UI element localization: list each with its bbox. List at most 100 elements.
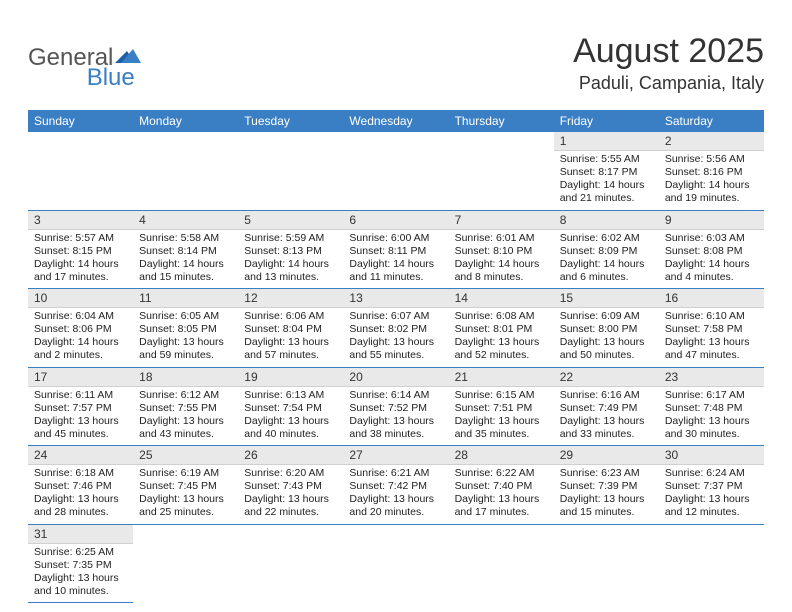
day-details: Sunrise: 6:20 AMSunset: 7:43 PMDaylight:… [238, 465, 343, 524]
day-number: 31 [28, 525, 133, 544]
day-details: Sunrise: 6:15 AMSunset: 7:51 PMDaylight:… [449, 387, 554, 446]
daylight-line: Daylight: 13 hours and 47 minutes. [665, 336, 758, 362]
sunset-line: Sunset: 7:43 PM [244, 480, 337, 493]
calendar-cell: 25Sunrise: 6:19 AMSunset: 7:45 PMDayligh… [133, 446, 238, 525]
day-number: 13 [343, 289, 448, 308]
sunrise-line: Sunrise: 6:20 AM [244, 467, 337, 480]
sunset-line: Sunset: 8:05 PM [139, 323, 232, 336]
day-details: Sunrise: 6:14 AMSunset: 7:52 PMDaylight:… [343, 387, 448, 446]
daylight-line: Daylight: 14 hours and 21 minutes. [560, 179, 653, 205]
daylight-line: Daylight: 13 hours and 50 minutes. [560, 336, 653, 362]
daylight-line: Daylight: 13 hours and 15 minutes. [560, 493, 653, 519]
daylight-line: Daylight: 13 hours and 57 minutes. [244, 336, 337, 362]
sunrise-line: Sunrise: 6:05 AM [139, 310, 232, 323]
sunrise-line: Sunrise: 6:08 AM [455, 310, 548, 323]
sunset-line: Sunset: 7:51 PM [455, 402, 548, 415]
sunrise-line: Sunrise: 6:19 AM [139, 467, 232, 480]
calendar-row: 17Sunrise: 6:11 AMSunset: 7:57 PMDayligh… [28, 367, 764, 446]
sunset-line: Sunset: 8:15 PM [34, 245, 127, 258]
title-block: August 2025 Paduli, Campania, Italy [573, 32, 764, 94]
sunrise-line: Sunrise: 6:21 AM [349, 467, 442, 480]
calendar-row: 3Sunrise: 5:57 AMSunset: 8:15 PMDaylight… [28, 210, 764, 289]
day-details: Sunrise: 6:01 AMSunset: 8:10 PMDaylight:… [449, 230, 554, 289]
calendar-cell [238, 132, 343, 210]
calendar-cell: 14Sunrise: 6:08 AMSunset: 8:01 PMDayligh… [449, 289, 554, 368]
calendar-cell: 17Sunrise: 6:11 AMSunset: 7:57 PMDayligh… [28, 367, 133, 446]
day-number: 9 [659, 211, 764, 230]
sunset-line: Sunset: 7:55 PM [139, 402, 232, 415]
sunset-line: Sunset: 8:16 PM [665, 166, 758, 179]
sunset-line: Sunset: 8:17 PM [560, 166, 653, 179]
calendar-cell: 16Sunrise: 6:10 AMSunset: 7:58 PMDayligh… [659, 289, 764, 368]
daylight-line: Daylight: 14 hours and 13 minutes. [244, 258, 337, 284]
calendar-cell: 18Sunrise: 6:12 AMSunset: 7:55 PMDayligh… [133, 367, 238, 446]
day-number: 23 [659, 368, 764, 387]
weekday-header: Tuesday [238, 110, 343, 132]
day-number: 28 [449, 446, 554, 465]
calendar-cell [449, 524, 554, 603]
calendar-cell: 30Sunrise: 6:24 AMSunset: 7:37 PMDayligh… [659, 446, 764, 525]
weekday-header: Monday [133, 110, 238, 132]
calendar-cell: 19Sunrise: 6:13 AMSunset: 7:54 PMDayligh… [238, 367, 343, 446]
location: Paduli, Campania, Italy [573, 73, 764, 94]
sunrise-line: Sunrise: 6:12 AM [139, 389, 232, 402]
day-details: Sunrise: 6:10 AMSunset: 7:58 PMDaylight:… [659, 308, 764, 367]
calendar-cell: 5Sunrise: 5:59 AMSunset: 8:13 PMDaylight… [238, 210, 343, 289]
sunset-line: Sunset: 8:09 PM [560, 245, 653, 258]
day-number: 19 [238, 368, 343, 387]
sunset-line: Sunset: 7:48 PM [665, 402, 758, 415]
calendar-cell: 20Sunrise: 6:14 AMSunset: 7:52 PMDayligh… [343, 367, 448, 446]
day-details: Sunrise: 6:06 AMSunset: 8:04 PMDaylight:… [238, 308, 343, 367]
daylight-line: Daylight: 13 hours and 35 minutes. [455, 415, 548, 441]
sunset-line: Sunset: 7:46 PM [34, 480, 127, 493]
daylight-line: Daylight: 13 hours and 52 minutes. [455, 336, 548, 362]
day-number: 30 [659, 446, 764, 465]
sunrise-line: Sunrise: 5:55 AM [560, 153, 653, 166]
calendar-cell: 12Sunrise: 6:06 AMSunset: 8:04 PMDayligh… [238, 289, 343, 368]
calendar-cell [238, 524, 343, 603]
month-title: August 2025 [573, 32, 764, 71]
day-number: 7 [449, 211, 554, 230]
sunset-line: Sunset: 7:40 PM [455, 480, 548, 493]
daylight-line: Daylight: 13 hours and 28 minutes. [34, 493, 127, 519]
calendar-cell: 11Sunrise: 6:05 AMSunset: 8:05 PMDayligh… [133, 289, 238, 368]
sunset-line: Sunset: 8:14 PM [139, 245, 232, 258]
day-details: Sunrise: 6:07 AMSunset: 8:02 PMDaylight:… [343, 308, 448, 367]
day-details: Sunrise: 5:57 AMSunset: 8:15 PMDaylight:… [28, 230, 133, 289]
sunrise-line: Sunrise: 6:11 AM [34, 389, 127, 402]
logo-text-2: Blue [87, 64, 135, 92]
weekday-header: Saturday [659, 110, 764, 132]
sunrise-line: Sunrise: 6:18 AM [34, 467, 127, 480]
day-number: 17 [28, 368, 133, 387]
calendar-cell: 9Sunrise: 6:03 AMSunset: 8:08 PMDaylight… [659, 210, 764, 289]
day-number: 21 [449, 368, 554, 387]
daylight-line: Daylight: 13 hours and 43 minutes. [139, 415, 232, 441]
calendar-body: 1Sunrise: 5:55 AMSunset: 8:17 PMDaylight… [28, 132, 764, 603]
day-number: 22 [554, 368, 659, 387]
daylight-line: Daylight: 14 hours and 4 minutes. [665, 258, 758, 284]
day-details: Sunrise: 6:03 AMSunset: 8:08 PMDaylight:… [659, 230, 764, 289]
sunset-line: Sunset: 7:54 PM [244, 402, 337, 415]
calendar-cell [659, 524, 764, 603]
sunset-line: Sunset: 7:35 PM [34, 559, 127, 572]
sunset-line: Sunset: 7:45 PM [139, 480, 232, 493]
calendar-cell: 6Sunrise: 6:00 AMSunset: 8:11 PMDaylight… [343, 210, 448, 289]
sunset-line: Sunset: 7:57 PM [34, 402, 127, 415]
calendar-cell: 31Sunrise: 6:25 AMSunset: 7:35 PMDayligh… [28, 524, 133, 603]
day-details: Sunrise: 6:23 AMSunset: 7:39 PMDaylight:… [554, 465, 659, 524]
sunrise-line: Sunrise: 6:23 AM [560, 467, 653, 480]
day-details: Sunrise: 6:24 AMSunset: 7:37 PMDaylight:… [659, 465, 764, 524]
sunrise-line: Sunrise: 6:16 AM [560, 389, 653, 402]
day-details: Sunrise: 6:04 AMSunset: 8:06 PMDaylight:… [28, 308, 133, 367]
sunrise-line: Sunrise: 6:01 AM [455, 232, 548, 245]
day-details: Sunrise: 6:11 AMSunset: 7:57 PMDaylight:… [28, 387, 133, 446]
day-details: Sunrise: 6:17 AMSunset: 7:48 PMDaylight:… [659, 387, 764, 446]
day-number: 1 [554, 132, 659, 151]
calendar-cell: 27Sunrise: 6:21 AMSunset: 7:42 PMDayligh… [343, 446, 448, 525]
sunset-line: Sunset: 8:10 PM [455, 245, 548, 258]
calendar-cell: 26Sunrise: 6:20 AMSunset: 7:43 PMDayligh… [238, 446, 343, 525]
daylight-line: Daylight: 13 hours and 25 minutes. [139, 493, 232, 519]
sunset-line: Sunset: 7:52 PM [349, 402, 442, 415]
daylight-line: Daylight: 13 hours and 12 minutes. [665, 493, 758, 519]
sunset-line: Sunset: 7:42 PM [349, 480, 442, 493]
